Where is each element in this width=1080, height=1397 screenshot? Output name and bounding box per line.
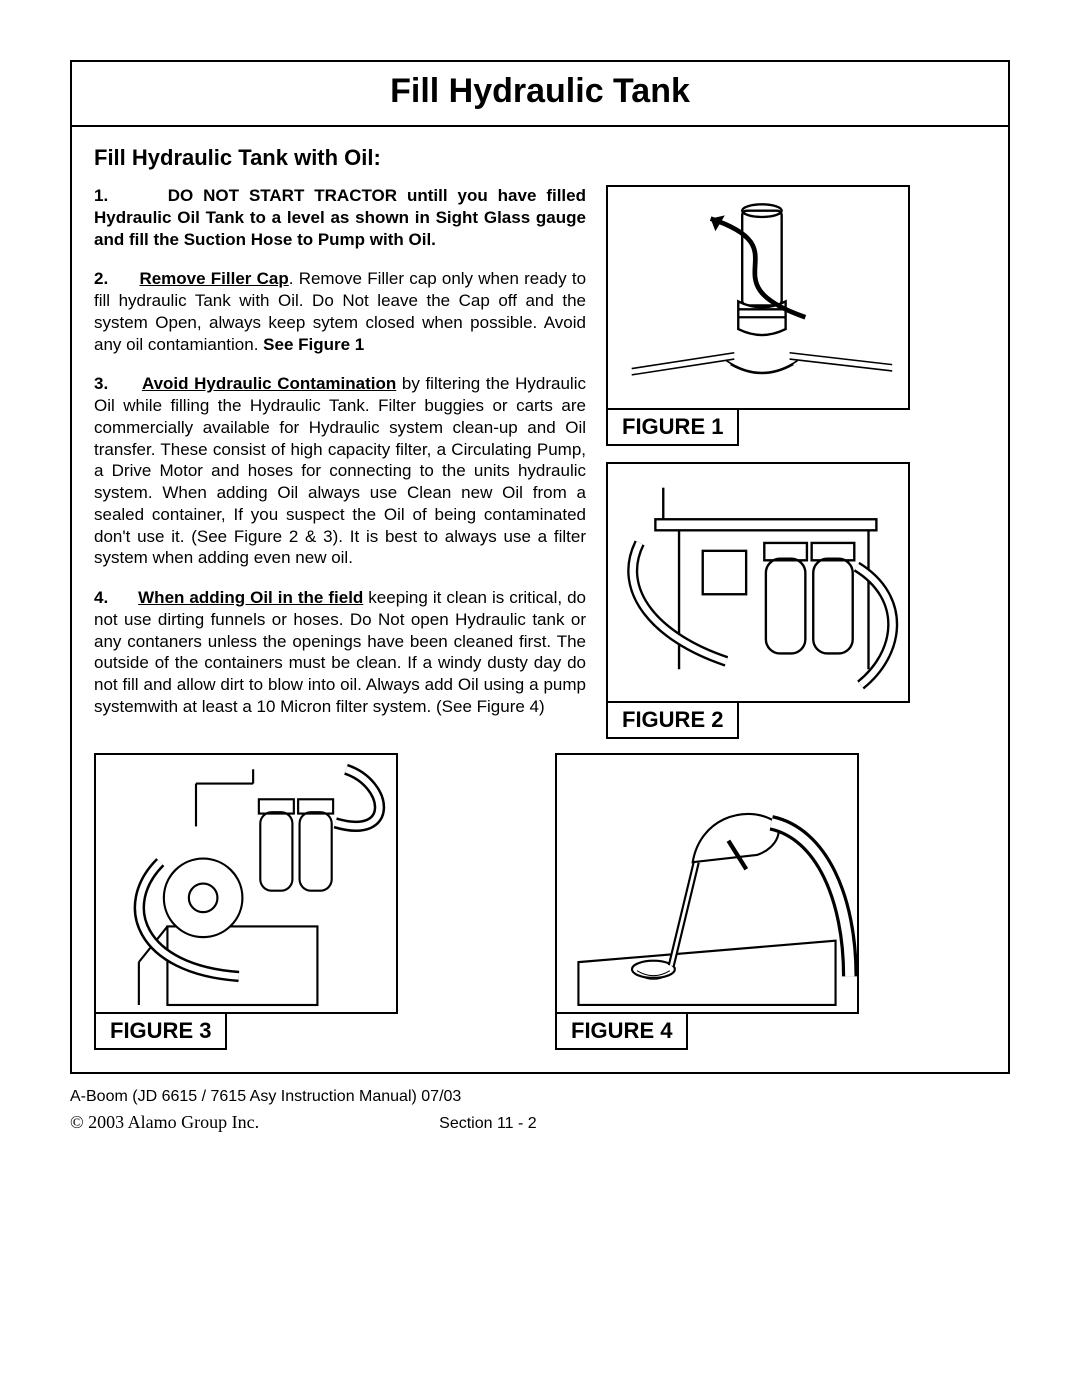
figure-2-wrap: FIGURE 2	[606, 462, 986, 739]
step-title: When adding Oil in the field	[138, 588, 363, 607]
step-body: by filtering the Hydraulic Oil while fil…	[94, 374, 586, 567]
step-3: 3. Avoid Hydraulic Contamination by filt…	[94, 373, 586, 569]
pump-system-illustration-icon	[96, 755, 396, 1012]
figure-3-box	[94, 753, 398, 1014]
filler-cap-illustration-icon	[608, 187, 908, 408]
title-box: Fill Hydraulic Tank	[70, 60, 1010, 127]
step-number: 4.	[94, 588, 108, 607]
step-title: Avoid Hydraulic Contamination	[142, 374, 396, 393]
fill-nozzle-illustration-icon	[557, 755, 857, 1012]
step-body: keeping it clean is critical, do not use…	[94, 588, 586, 716]
figure-1-wrap: FIGURE 1	[606, 185, 986, 446]
step-number: 1.	[94, 186, 108, 205]
footer-manual-ref: A-Boom (JD 6615 / 7615 Asy Instruction M…	[70, 1088, 1010, 1106]
two-column-layout: 1. DO NOT START TRACTOR untill you have …	[94, 185, 986, 739]
footer-copyright: © 2003 Alamo Group Inc.	[70, 1112, 259, 1133]
subheading: Fill Hydraulic Tank with Oil:	[94, 145, 986, 171]
text-column: 1. DO NOT START TRACTOR untill you have …	[94, 185, 586, 739]
figure-4-label: FIGURE 4	[555, 1012, 688, 1050]
step-body: DO NOT START TRACTOR untill you have fil…	[94, 186, 586, 249]
figure-column: FIGURE 1	[606, 185, 986, 739]
content-frame: Fill Hydraulic Tank with Oil: 1. DO NOT …	[70, 127, 1010, 1074]
figure-4-wrap: FIGURE 4	[555, 753, 986, 1050]
step-title: Remove Filler Cap	[139, 269, 288, 288]
step-1: 1. DO NOT START TRACTOR untill you have …	[94, 185, 586, 250]
figure-3-wrap: FIGURE 3	[94, 753, 525, 1050]
step-number: 2.	[94, 269, 108, 288]
figure-4-box	[555, 753, 859, 1014]
step-2: 2. Remove Filler Cap. Remove Filler cap …	[94, 268, 586, 355]
figure-2-label: FIGURE 2	[606, 701, 739, 739]
bottom-figure-row: FIGURE 3	[94, 753, 986, 1050]
footer-section: Section 11 - 2	[439, 1115, 537, 1133]
see-figure: See Figure 1	[263, 335, 364, 354]
page-footer: A-Boom (JD 6615 / 7615 Asy Instruction M…	[70, 1088, 1010, 1133]
figure-3-label: FIGURE 3	[94, 1012, 227, 1050]
page-title: Fill Hydraulic Tank	[72, 72, 1008, 111]
step-number: 3.	[94, 374, 108, 393]
step-4: 4. When adding Oil in the field keeping …	[94, 587, 586, 718]
figure-1-label: FIGURE 1	[606, 408, 739, 446]
figure-2-box	[606, 462, 910, 703]
figure-1-box	[606, 185, 910, 410]
filter-cart-illustration-icon	[608, 464, 908, 701]
